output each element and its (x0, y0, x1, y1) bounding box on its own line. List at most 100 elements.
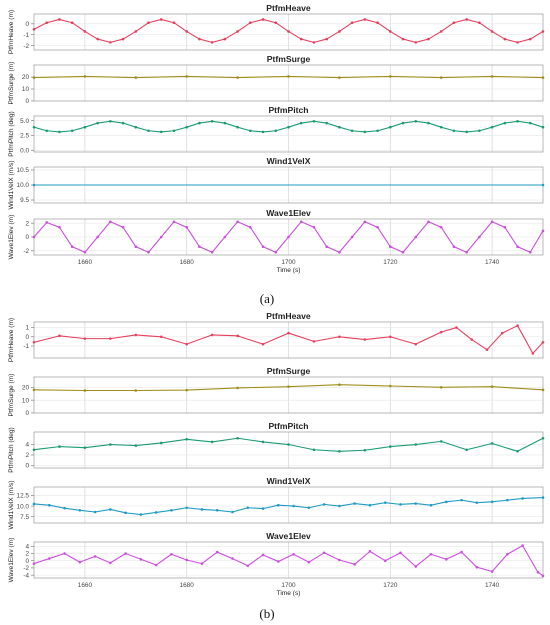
data-point (246, 506, 250, 510)
y-tick-label: 10.0 (17, 182, 30, 189)
data-point (460, 498, 463, 502)
panel-ptfmheave: PtfmHeave -2 -1 0 PtfmHeave (m) (8, 3, 545, 54)
data-point (452, 129, 456, 133)
y-tick-label: -2 (23, 248, 29, 255)
data-point (236, 334, 239, 338)
data-point (363, 220, 367, 224)
data-point (444, 557, 448, 561)
x-tick-label: 1660 (78, 259, 93, 266)
data-point (353, 502, 356, 505)
data-point (32, 562, 36, 565)
data-point (58, 445, 61, 448)
data-point (58, 130, 61, 134)
y-axis-label: Wave1Elev (m) (8, 538, 15, 583)
y-tick-label: 10.0 (17, 503, 30, 510)
data-point (47, 557, 51, 560)
y-axis-label: PtfmHeave (m) (8, 10, 15, 54)
data-point (541, 30, 545, 33)
y-tick-label: 2.5 (20, 133, 29, 140)
data-point (236, 220, 239, 224)
data-point (198, 121, 201, 125)
data-point (541, 229, 545, 233)
data-point (478, 21, 481, 25)
data-point (399, 551, 402, 555)
data-point (47, 503, 51, 507)
data-point (465, 18, 468, 21)
data-point (210, 120, 214, 123)
y-axis-label: PtfmPitch (deg) (8, 111, 15, 156)
data-point (363, 448, 367, 452)
y-tick-label: 10 (22, 397, 30, 404)
data-point (389, 384, 392, 388)
panel-ptfmheave: PtfmHeave -1 0 1 PtfmHeave (m) (8, 311, 545, 362)
data-point (389, 245, 392, 248)
data-point (124, 552, 127, 555)
data-point (121, 37, 125, 41)
data-point (249, 129, 252, 133)
data-point (528, 250, 532, 254)
y-tick-label: 0 (25, 463, 29, 470)
data-point (134, 444, 138, 447)
data-point (32, 183, 36, 187)
data-point (429, 503, 433, 507)
data-point (198, 37, 201, 41)
data-point (401, 37, 405, 41)
y-tick-label: 10 (22, 86, 30, 93)
data-point (376, 226, 379, 229)
data-point (541, 388, 545, 392)
data-point (210, 440, 214, 444)
y-tick-label: 5.0 (20, 118, 29, 125)
data-point (401, 121, 405, 125)
data-point (541, 76, 545, 79)
data-point (261, 130, 265, 134)
data-point (139, 557, 143, 561)
data-point (350, 21, 354, 25)
data-point (154, 563, 158, 567)
y-tick-label: 2 (25, 452, 29, 459)
y-axis-label: PtfmSurge (m) (8, 374, 15, 417)
data-point (172, 21, 176, 25)
data-point (541, 341, 545, 344)
y-tick-label: 0 (25, 234, 29, 241)
panel-ptfmsurge: PtfmSurge 0 10 20 PtfmSurge (m) (8, 54, 545, 105)
data-point (363, 130, 367, 134)
y-tick-label: 2 (25, 551, 29, 558)
data-point (147, 250, 150, 254)
data-point (134, 30, 138, 33)
data-point (439, 30, 443, 33)
data-point (210, 250, 214, 254)
data-point (485, 348, 489, 351)
data-point (32, 27, 36, 31)
data-point (200, 508, 204, 511)
data-point (124, 511, 127, 515)
data-point (376, 21, 379, 25)
data-point (338, 558, 341, 562)
panel-ptfmpitch: PtfmPitch 0.0 2.5 5.0 PtfmPitch (deg) (8, 105, 545, 157)
y-tick-label: -4 (23, 572, 29, 579)
caption-b: (b) (259, 606, 274, 621)
data-point (109, 443, 112, 446)
data-point (83, 125, 87, 129)
data-point (159, 335, 163, 339)
panel-title: PtfmSurge (267, 54, 311, 64)
data-point (292, 552, 295, 556)
y-tick-label: 0.0 (20, 147, 29, 154)
data-point (223, 235, 227, 239)
data-point (444, 500, 448, 504)
data-point (185, 30, 188, 33)
data-point (325, 121, 328, 125)
panel-ptfmsurge: PtfmSurge 0 10 20 PtfmSurge (m) (8, 366, 545, 417)
panel-title: PtfmSurge (267, 366, 311, 376)
data-point (353, 563, 356, 566)
plot-frame (33, 376, 544, 414)
data-point (236, 125, 239, 129)
data-point (389, 30, 392, 33)
data-point (45, 221, 49, 224)
data-point (312, 226, 316, 229)
y-axis-label: PtfmPitch (deg) (8, 427, 15, 472)
data-point (109, 561, 112, 565)
data-point (109, 337, 112, 340)
data-point (236, 30, 239, 33)
